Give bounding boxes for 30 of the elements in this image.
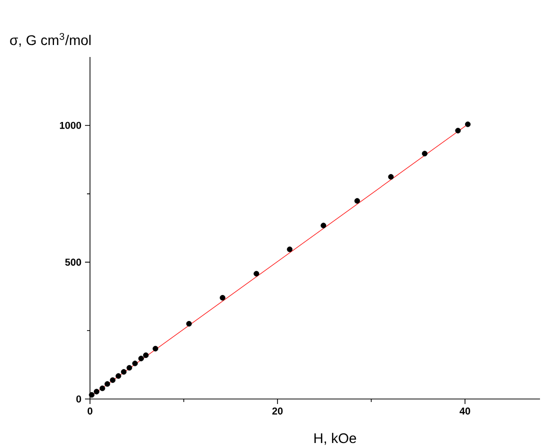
point [110, 377, 116, 383]
point [120, 369, 127, 375]
x-tick-label: 40 [460, 408, 470, 415]
y-tick-label: 0 [76, 395, 82, 403]
x-tick-label: 20 [272, 408, 283, 415]
point [138, 356, 144, 362]
y-axis-title: σ, G cm$^{3}$/mol [10, 32, 91, 47]
x-axis-title: H, kOe [314, 432, 356, 445]
point [126, 365, 132, 371]
point [152, 346, 158, 352]
point [422, 150, 428, 156]
point [254, 270, 260, 276]
point [116, 373, 122, 379]
point [220, 294, 226, 301]
point [388, 174, 394, 180]
point [94, 388, 100, 394]
point [286, 246, 292, 252]
point [186, 320, 192, 327]
point [100, 386, 106, 392]
point [143, 352, 149, 358]
y-tick-label: 1000 [60, 122, 82, 129]
point [465, 122, 471, 128]
point [320, 222, 326, 228]
y-tick-label: 500 [65, 258, 82, 266]
point [104, 381, 110, 387]
point [455, 128, 461, 134]
point [88, 392, 94, 398]
x-tick-label: 0 [88, 408, 92, 415]
point [132, 360, 138, 366]
point [354, 198, 360, 204]
